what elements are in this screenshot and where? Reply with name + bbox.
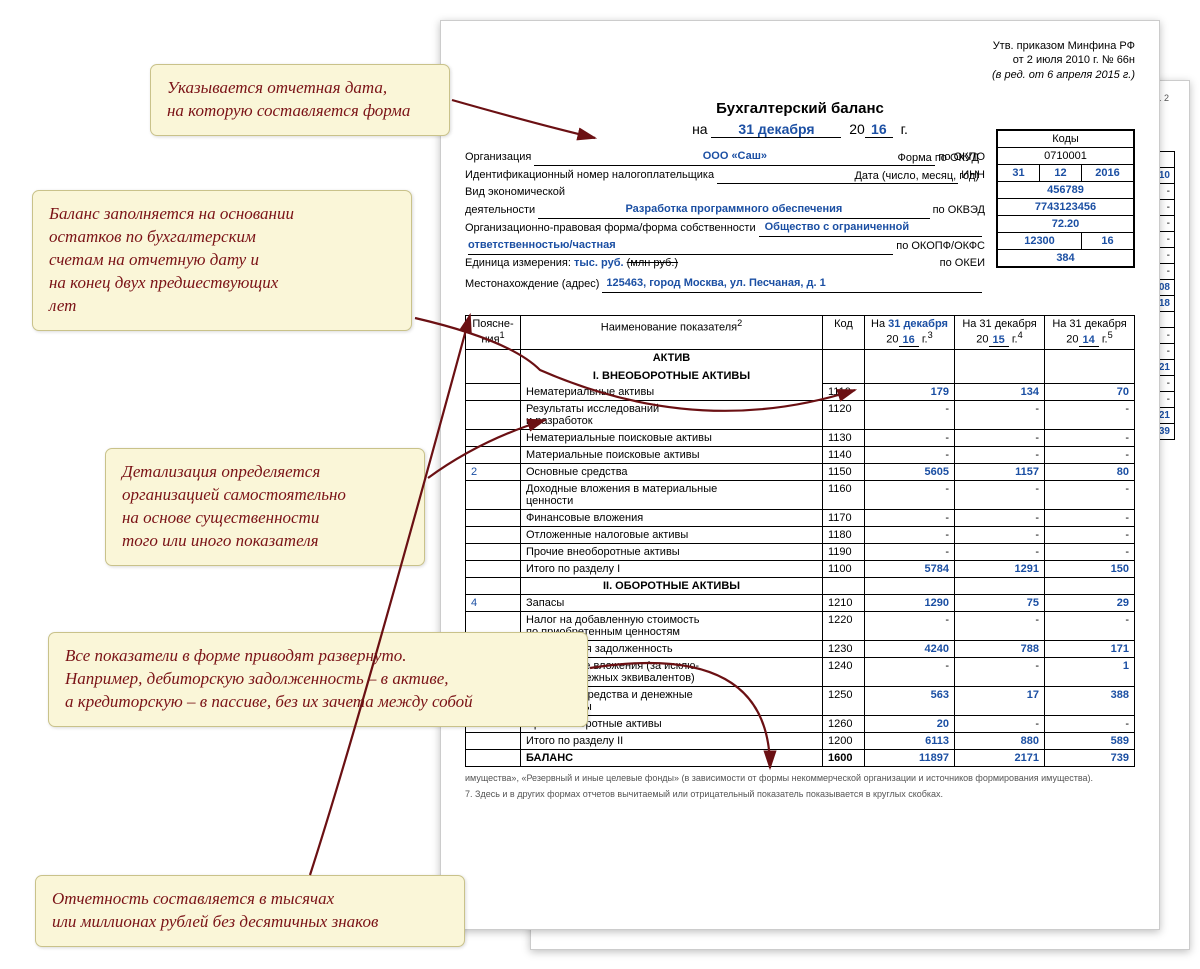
okpo-code: 456789 — [998, 182, 1134, 199]
callout-balance: Баланс заполняется на основании остатков… — [32, 190, 412, 331]
footnote: имущества», «Резервный и иные целевые фо… — [465, 773, 1135, 784]
legal-form: ответственностью/частная — [468, 237, 893, 255]
report-year: 16 — [865, 121, 893, 138]
approval-line: (в ред. от 6 апреля 2015 г.) — [465, 68, 1135, 82]
codes-header: Коды — [998, 131, 1134, 148]
codes-table: Коды 0710001 31122016 456789 7743123456 … — [997, 130, 1134, 267]
col-name: Наименование показателя2 — [521, 316, 823, 350]
report-date: 31 декабря — [711, 121, 841, 138]
callout-units: Отчетность составляется в тысячах или ми… — [35, 875, 465, 947]
footnote: 7. Здесь и в других формах отчетов вычит… — [465, 789, 1135, 800]
inn-code: 7743123456 — [998, 199, 1134, 216]
measurement-unit: тыс. руб. — [574, 255, 624, 272]
col-y2: На 31 декабря2015 г.4 — [955, 316, 1045, 350]
okved-code: 72.20 — [998, 216, 1134, 233]
callout-date: Указывается отчетная дата, на которую со… — [150, 64, 450, 136]
activity: Разработка программного обеспечения — [538, 201, 929, 219]
okud-code: 0710001 — [998, 148, 1134, 165]
okei-code: 384 — [998, 250, 1134, 267]
codes-box: Коды 0710001 31122016 456789 7743123456 … — [996, 129, 1135, 268]
approval-line: Утв. приказом Минфина РФ — [465, 39, 1135, 53]
callout-expanded: Все показатели в форме приводят разверну… — [48, 632, 588, 727]
address: 125463, город Москва, ул. Песчаная, д. 1 — [602, 275, 982, 293]
codes-labels: Форма по ОКУД Дата (число, месяц, год) — [854, 149, 979, 185]
col-y3: На 31 декабря2014 г.5 — [1045, 316, 1135, 350]
col-notes: Поясне- ния1 — [466, 316, 521, 350]
col-code: Код — [823, 316, 865, 350]
doc-title: Бухгалтерский баланс — [465, 100, 1135, 117]
approval-line: от 2 июля 2010 г. № 66н — [465, 53, 1135, 67]
callout-detail: Детализация определяется организацией са… — [105, 448, 425, 566]
col-y1: На 31 декабря2016 г.3 — [865, 316, 955, 350]
approval-block: Утв. приказом Минфина РФ от 2 июля 2010 … — [465, 39, 1135, 82]
front-page: Утв. приказом Минфина РФ от 2 июля 2010 … — [440, 20, 1160, 930]
